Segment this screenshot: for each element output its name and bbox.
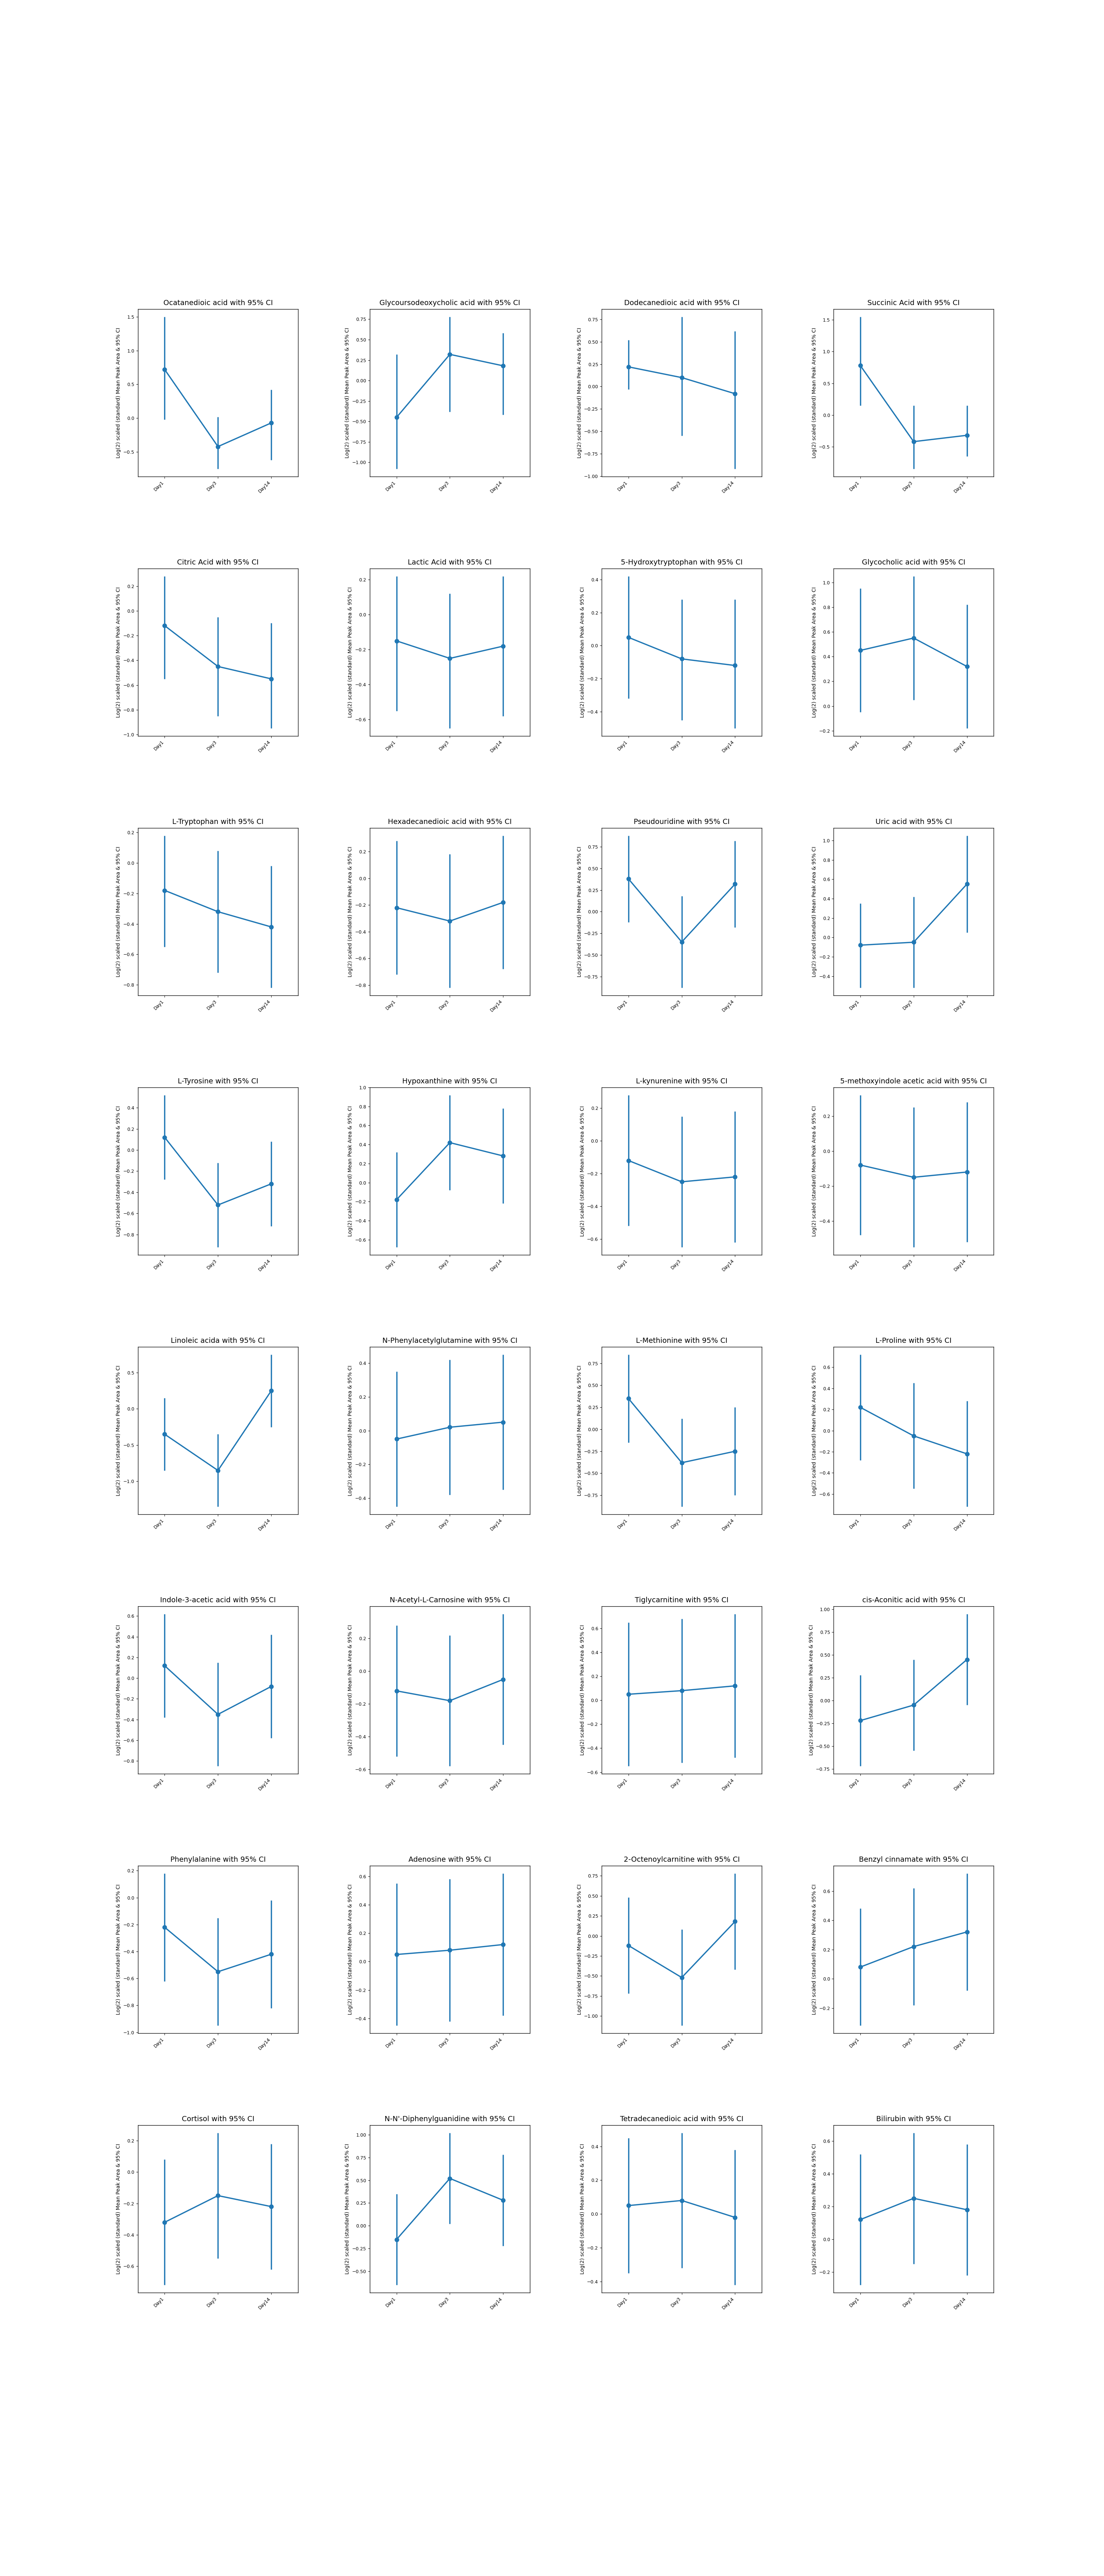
- Y-axis label: Log(2) scaled (standard) Mean Peak Area & 95% CI: Log(2) scaled (standard) Mean Peak Area …: [348, 1365, 353, 1497]
- Y-axis label: Log(2) scaled (standard) Mean Peak Area & 95% CI: Log(2) scaled (standard) Mean Peak Area …: [116, 587, 121, 719]
- Y-axis label: Log(2) scaled (standard) Mean Peak Area & 95% CI: Log(2) scaled (standard) Mean Peak Area …: [344, 2143, 350, 2275]
- Title: Indole-3-acetic acid with 95% CI: Indole-3-acetic acid with 95% CI: [160, 1597, 276, 1605]
- Title: Citric Acid with 95% CI: Citric Acid with 95% CI: [177, 559, 258, 567]
- Title: Dodecanedioic acid with 95% CI: Dodecanedioic acid with 95% CI: [624, 299, 740, 307]
- Y-axis label: Log(2) scaled (standard) Mean Peak Area & 95% CI: Log(2) scaled (standard) Mean Peak Area …: [580, 1625, 585, 1754]
- Title: N-N'-Diphenylguanidine with 95% CI: N-N'-Diphenylguanidine with 95% CI: [384, 2115, 514, 2123]
- Y-axis label: Log(2) scaled (standard) Mean Peak Area & 95% CI: Log(2) scaled (standard) Mean Peak Area …: [116, 1105, 121, 1236]
- Title: 5-Hydroxytryptophan with 95% CI: 5-Hydroxytryptophan with 95% CI: [620, 559, 743, 567]
- Title: Lactic Acid with 95% CI: Lactic Acid with 95% CI: [407, 559, 491, 567]
- Y-axis label: Log(2) scaled (standard) Mean Peak Area & 95% CI: Log(2) scaled (standard) Mean Peak Area …: [811, 1883, 817, 2014]
- Y-axis label: Log(2) scaled (standard) Mean Peak Area & 95% CI: Log(2) scaled (standard) Mean Peak Area …: [116, 327, 121, 459]
- Y-axis label: Log(2) scaled (standard) Mean Peak Area & 95% CI: Log(2) scaled (standard) Mean Peak Area …: [348, 1105, 353, 1236]
- Y-axis label: Log(2) scaled (standard) Mean Peak Area & 95% CI: Log(2) scaled (standard) Mean Peak Area …: [116, 1625, 121, 1754]
- Title: Tetradecanedioic acid with 95% CI: Tetradecanedioic acid with 95% CI: [620, 2115, 743, 2123]
- Title: Cortisol with 95% CI: Cortisol with 95% CI: [182, 2115, 254, 2123]
- Title: L-Proline with 95% CI: L-Proline with 95% CI: [875, 1337, 952, 1345]
- Y-axis label: Log(2) scaled (standard) Mean Peak Area & 95% CI: Log(2) scaled (standard) Mean Peak Area …: [116, 1365, 121, 1497]
- Title: N-Phenylacetylglutamine with 95% CI: N-Phenylacetylglutamine with 95% CI: [382, 1337, 518, 1345]
- Title: Adenosine with 95% CI: Adenosine with 95% CI: [408, 1857, 491, 1862]
- Title: Ocatanedioic acid with 95% CI: Ocatanedioic acid with 95% CI: [163, 299, 273, 307]
- Y-axis label: Log(2) scaled (standard) Mean Peak Area & 95% CI: Log(2) scaled (standard) Mean Peak Area …: [577, 1883, 582, 2014]
- Y-axis label: Log(2) scaled (standard) Mean Peak Area & 95% CI: Log(2) scaled (standard) Mean Peak Area …: [811, 1105, 817, 1236]
- Y-axis label: Log(2) scaled (standard) Mean Peak Area & 95% CI: Log(2) scaled (standard) Mean Peak Area …: [811, 848, 817, 976]
- Y-axis label: Log(2) scaled (standard) Mean Peak Area & 95% CI: Log(2) scaled (standard) Mean Peak Area …: [811, 587, 817, 719]
- Y-axis label: Log(2) scaled (standard) Mean Peak Area & 95% CI: Log(2) scaled (standard) Mean Peak Area …: [580, 2143, 585, 2275]
- Y-axis label: Log(2) scaled (standard) Mean Peak Area & 95% CI: Log(2) scaled (standard) Mean Peak Area …: [348, 1625, 353, 1754]
- Y-axis label: Log(2) scaled (standard) Mean Peak Area & 95% CI: Log(2) scaled (standard) Mean Peak Area …: [348, 848, 353, 976]
- Y-axis label: Log(2) scaled (standard) Mean Peak Area & 95% CI: Log(2) scaled (standard) Mean Peak Area …: [577, 848, 582, 976]
- Title: L-Tyrosine with 95% CI: L-Tyrosine with 95% CI: [178, 1077, 258, 1084]
- Title: Succinic Acid with 95% CI: Succinic Acid with 95% CI: [868, 299, 959, 307]
- Title: Hypoxanthine with 95% CI: Hypoxanthine with 95% CI: [402, 1077, 497, 1084]
- Y-axis label: Log(2) scaled (standard) Mean Peak Area & 95% CI: Log(2) scaled (standard) Mean Peak Area …: [344, 327, 350, 459]
- Y-axis label: Log(2) scaled (standard) Mean Peak Area & 95% CI: Log(2) scaled (standard) Mean Peak Area …: [580, 1105, 585, 1236]
- Title: Hexadecanedioic acid with 95% CI: Hexadecanedioic acid with 95% CI: [388, 819, 512, 824]
- Title: L-Tryptophan with 95% CI: L-Tryptophan with 95% CI: [172, 819, 264, 824]
- Title: Tiglycarnitine with 95% CI: Tiglycarnitine with 95% CI: [635, 1597, 729, 1605]
- Title: 5-methoxyindole acetic acid with 95% CI: 5-methoxyindole acetic acid with 95% CI: [840, 1077, 987, 1084]
- Y-axis label: Log(2) scaled (standard) Mean Peak Area & 95% CI: Log(2) scaled (standard) Mean Peak Area …: [348, 1883, 353, 2014]
- Title: 2-Octenoylcarnitine with 95% CI: 2-Octenoylcarnitine with 95% CI: [624, 1857, 740, 1862]
- Y-axis label: Log(2) scaled (standard) Mean Peak Area & 95% CI: Log(2) scaled (standard) Mean Peak Area …: [811, 1365, 817, 1497]
- Title: Phenylalanine with 95% CI: Phenylalanine with 95% CI: [170, 1857, 266, 1862]
- Title: Uric acid with 95% CI: Uric acid with 95% CI: [875, 819, 952, 824]
- Title: N-Acetyl-L-Carnosine with 95% CI: N-Acetyl-L-Carnosine with 95% CI: [390, 1597, 510, 1605]
- Title: Glycocholic acid with 95% CI: Glycocholic acid with 95% CI: [862, 559, 965, 567]
- Y-axis label: Log(2) scaled (standard) Mean Peak Area & 95% CI: Log(2) scaled (standard) Mean Peak Area …: [116, 848, 121, 976]
- Y-axis label: Log(2) scaled (standard) Mean Peak Area & 95% CI: Log(2) scaled (standard) Mean Peak Area …: [577, 1365, 582, 1497]
- Y-axis label: Log(2) scaled (standard) Mean Peak Area & 95% CI: Log(2) scaled (standard) Mean Peak Area …: [116, 2143, 121, 2275]
- Title: Glycoursodeoxycholic acid with 95% CI: Glycoursodeoxycholic acid with 95% CI: [380, 299, 520, 307]
- Title: L-Methionine with 95% CI: L-Methionine with 95% CI: [636, 1337, 728, 1345]
- Title: cis-Aconitic acid with 95% CI: cis-Aconitic acid with 95% CI: [862, 1597, 965, 1605]
- Y-axis label: Log(2) scaled (standard) Mean Peak Area & 95% CI: Log(2) scaled (standard) Mean Peak Area …: [116, 1883, 121, 2014]
- Y-axis label: Log(2) scaled (standard) Mean Peak Area & 95% CI: Log(2) scaled (standard) Mean Peak Area …: [811, 327, 817, 459]
- Y-axis label: Log(2) scaled (standard) Mean Peak Area & 95% CI: Log(2) scaled (standard) Mean Peak Area …: [580, 587, 585, 719]
- Title: Benzyl cinnamate with 95% CI: Benzyl cinnamate with 95% CI: [859, 1857, 968, 1862]
- Y-axis label: Log(2) scaled (standard) Mean Peak Area & 95% CI: Log(2) scaled (standard) Mean Peak Area …: [577, 327, 582, 459]
- Y-axis label: Log(2) scaled (standard) Mean Peak Area & 95% CI: Log(2) scaled (standard) Mean Peak Area …: [809, 1625, 814, 1754]
- Title: Linoleic acida with 95% CI: Linoleic acida with 95% CI: [171, 1337, 265, 1345]
- Title: Bilirubin with 95% CI: Bilirubin with 95% CI: [877, 2115, 951, 2123]
- Title: Pseudouridine with 95% CI: Pseudouridine with 95% CI: [634, 819, 730, 824]
- Y-axis label: Log(2) scaled (standard) Mean Peak Area & 95% CI: Log(2) scaled (standard) Mean Peak Area …: [811, 2143, 817, 2275]
- Y-axis label: Log(2) scaled (standard) Mean Peak Area & 95% CI: Log(2) scaled (standard) Mean Peak Area …: [348, 587, 353, 719]
- Title: L-kynurenine with 95% CI: L-kynurenine with 95% CI: [636, 1077, 728, 1084]
